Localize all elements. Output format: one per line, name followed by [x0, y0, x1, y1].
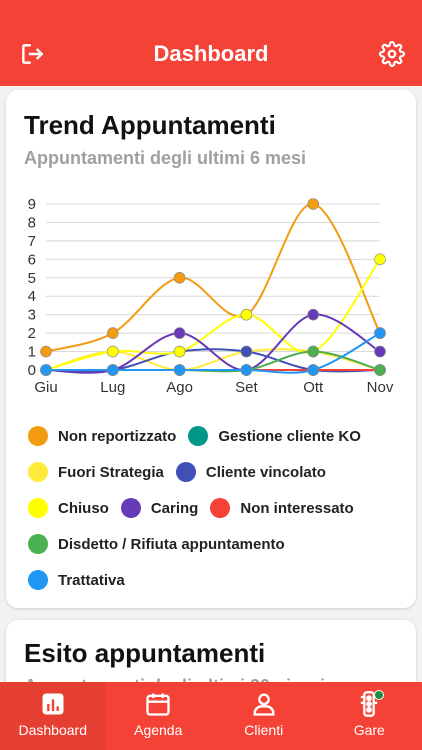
tab-label: Agenda: [134, 722, 183, 738]
data-point: [374, 327, 386, 339]
tab-clienti[interactable]: Clienti: [211, 682, 317, 750]
legend-item[interactable]: Caring: [120, 498, 199, 518]
tab-label: Gare: [353, 722, 385, 738]
legend-item[interactable]: Trattativa: [28, 570, 125, 590]
legend-row: Disdetto / Rifiuta appuntamento: [28, 526, 408, 562]
data-point: [374, 345, 386, 358]
data-point: [307, 308, 320, 321]
legend-item[interactable]: Cliente vincolato: [175, 462, 326, 482]
legend-row: Non reportizzato Gestione cliente KO: [28, 418, 408, 454]
legend-swatch: [28, 534, 48, 554]
data-point: [240, 364, 253, 376]
legend-label: Fuori Strategia: [58, 463, 164, 481]
bottom-tab-bar: Dashboard Agenda Clienti Gare: [0, 682, 422, 750]
data-point: [107, 327, 119, 339]
legend-swatch: [28, 426, 48, 446]
traffic-light-icon: [361, 691, 378, 717]
legend-row: Chiuso Caring Non interessato: [28, 490, 408, 526]
legend-swatch: [188, 426, 209, 446]
legend-label: Trattativa: [58, 571, 125, 589]
data-point: [307, 198, 320, 210]
data-point: [173, 364, 186, 376]
legend-item[interactable]: Disdetto / Rifiuta appuntamento: [28, 534, 285, 554]
legend-item[interactable]: Non interessato: [210, 498, 354, 518]
legend-item[interactable]: Fuori Strategia: [28, 462, 164, 482]
y-tick-label: 9: [28, 196, 36, 213]
legend-label: Cliente vincolato: [205, 463, 326, 481]
y-tick-label: 8: [28, 214, 36, 231]
y-tick-label: 3: [28, 307, 36, 324]
legend-label: Gestione cliente KO: [218, 427, 361, 445]
legend-swatch: [175, 462, 196, 482]
trend-line-chart: 01 23 45 67 89 Giu Lug Ago Set Ott Nov: [28, 196, 394, 396]
data-point: [307, 345, 320, 358]
legend-item[interactable]: Gestione cliente KO: [188, 426, 361, 446]
y-tick-label: 7: [28, 233, 36, 250]
tab-dashboard[interactable]: Dashboard: [0, 682, 106, 750]
tab-gare[interactable]: Gare: [317, 682, 422, 750]
logout-icon[interactable]: [18, 40, 46, 68]
chart-legend: Non reportizzato Gestione cliente KO Fuori…: [28, 418, 408, 598]
page-title: Dashboard: [153, 41, 269, 66]
data-point: [173, 345, 186, 358]
y-tick-label: 0: [28, 362, 36, 379]
legend-label: Chiuso: [58, 499, 109, 517]
legend-label: Non interessato: [240, 499, 354, 517]
x-tick-label: Giu: [34, 379, 57, 396]
data-point: [307, 364, 320, 376]
y-tick-label: 2: [28, 325, 36, 342]
data-point: [240, 345, 253, 358]
legend-row: Trattativa: [28, 562, 408, 598]
series-line: [45, 332, 381, 374]
legend-row: Fuori Strategia Cliente vincolato: [28, 454, 408, 490]
notification-badge: [374, 690, 384, 700]
legend-swatch: [28, 462, 48, 482]
x-tick-label: Ago: [166, 379, 193, 396]
x-tick-label: Set: [235, 379, 258, 396]
x-tick-label: Nov: [367, 379, 394, 396]
data-point: [40, 345, 52, 358]
x-tick-label: Lug: [100, 379, 125, 396]
calendar-icon: [146, 693, 170, 716]
gear-icon[interactable]: [378, 40, 406, 68]
x-tick-label: Ott: [303, 379, 324, 396]
data-point: [107, 345, 119, 358]
legend-swatch: [28, 570, 48, 590]
legend-label: Disdetto / Rifiuta appuntamento: [58, 535, 285, 553]
y-tick-label: 6: [28, 251, 36, 268]
data-point: [374, 253, 386, 266]
data-point: [107, 364, 119, 376]
data-point: [173, 327, 186, 339]
data-point: [173, 271, 186, 284]
data-point: [374, 364, 386, 376]
card-title: Esito appuntamenti: [24, 638, 266, 668]
legend-swatch: [28, 498, 48, 518]
card-title: Trend Appuntamenti: [24, 110, 276, 140]
y-tick-label: 1: [28, 344, 36, 361]
data-point: [40, 364, 52, 376]
tab-label: Clienti: [244, 722, 284, 738]
person-icon: [253, 693, 275, 716]
y-tick-label: 4: [28, 288, 36, 305]
bar-chart-icon: [42, 693, 64, 715]
legend-label: Caring: [150, 499, 199, 517]
legend-swatch: [210, 498, 231, 518]
legend-label: Non reportizzato: [58, 427, 177, 445]
card-subtitle: Appuntamenti degli ultimi 6 mesi: [24, 148, 307, 168]
tab-label: Dashboard: [18, 722, 88, 738]
trend-card: Trend Appuntamenti Appuntamenti degli ul…: [6, 90, 416, 608]
legend-item[interactable]: Chiuso: [28, 498, 109, 518]
data-point: [240, 308, 253, 321]
app-header: Dashboard: [0, 0, 422, 86]
tab-agenda[interactable]: Agenda: [106, 682, 212, 750]
legend-swatch: [120, 498, 141, 518]
y-tick-label: 5: [28, 270, 36, 287]
legend-item[interactable]: Non reportizzato: [28, 426, 176, 446]
